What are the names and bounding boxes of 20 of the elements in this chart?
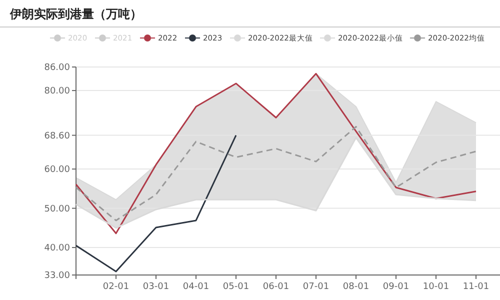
y-tick-label: 50.00 xyxy=(44,204,70,214)
y-tick-label: 80.00 xyxy=(44,86,70,97)
x-tick-label: 02-01 xyxy=(102,282,130,292)
y-tick-label: 68.60 xyxy=(44,131,70,142)
x-tick-label: 05-01 xyxy=(222,282,250,292)
y-tick-label: 86.00 xyxy=(44,63,70,74)
x-tick-label: 03-01 xyxy=(142,282,170,292)
x-tick-label: 06-01 xyxy=(262,282,290,292)
y-tick-label: 60.00 xyxy=(44,165,70,176)
x-tick-label: 09-01 xyxy=(382,282,410,292)
line-series xyxy=(75,126,477,222)
y-tick-label: 40.00 xyxy=(44,244,70,254)
x-tick-label: 04-01 xyxy=(182,282,210,292)
line-series xyxy=(75,134,237,272)
x-tick-label: 11-01 xyxy=(462,282,490,292)
chart-title: 伊朗实际到港量（万吨） xyxy=(9,7,142,21)
y-tick-label: 33.00 xyxy=(44,271,70,282)
x-tick-label: 10-01 xyxy=(422,282,450,292)
x-tick-label: 07-01 xyxy=(302,282,330,292)
x-tick-label: 08-01 xyxy=(342,282,370,292)
